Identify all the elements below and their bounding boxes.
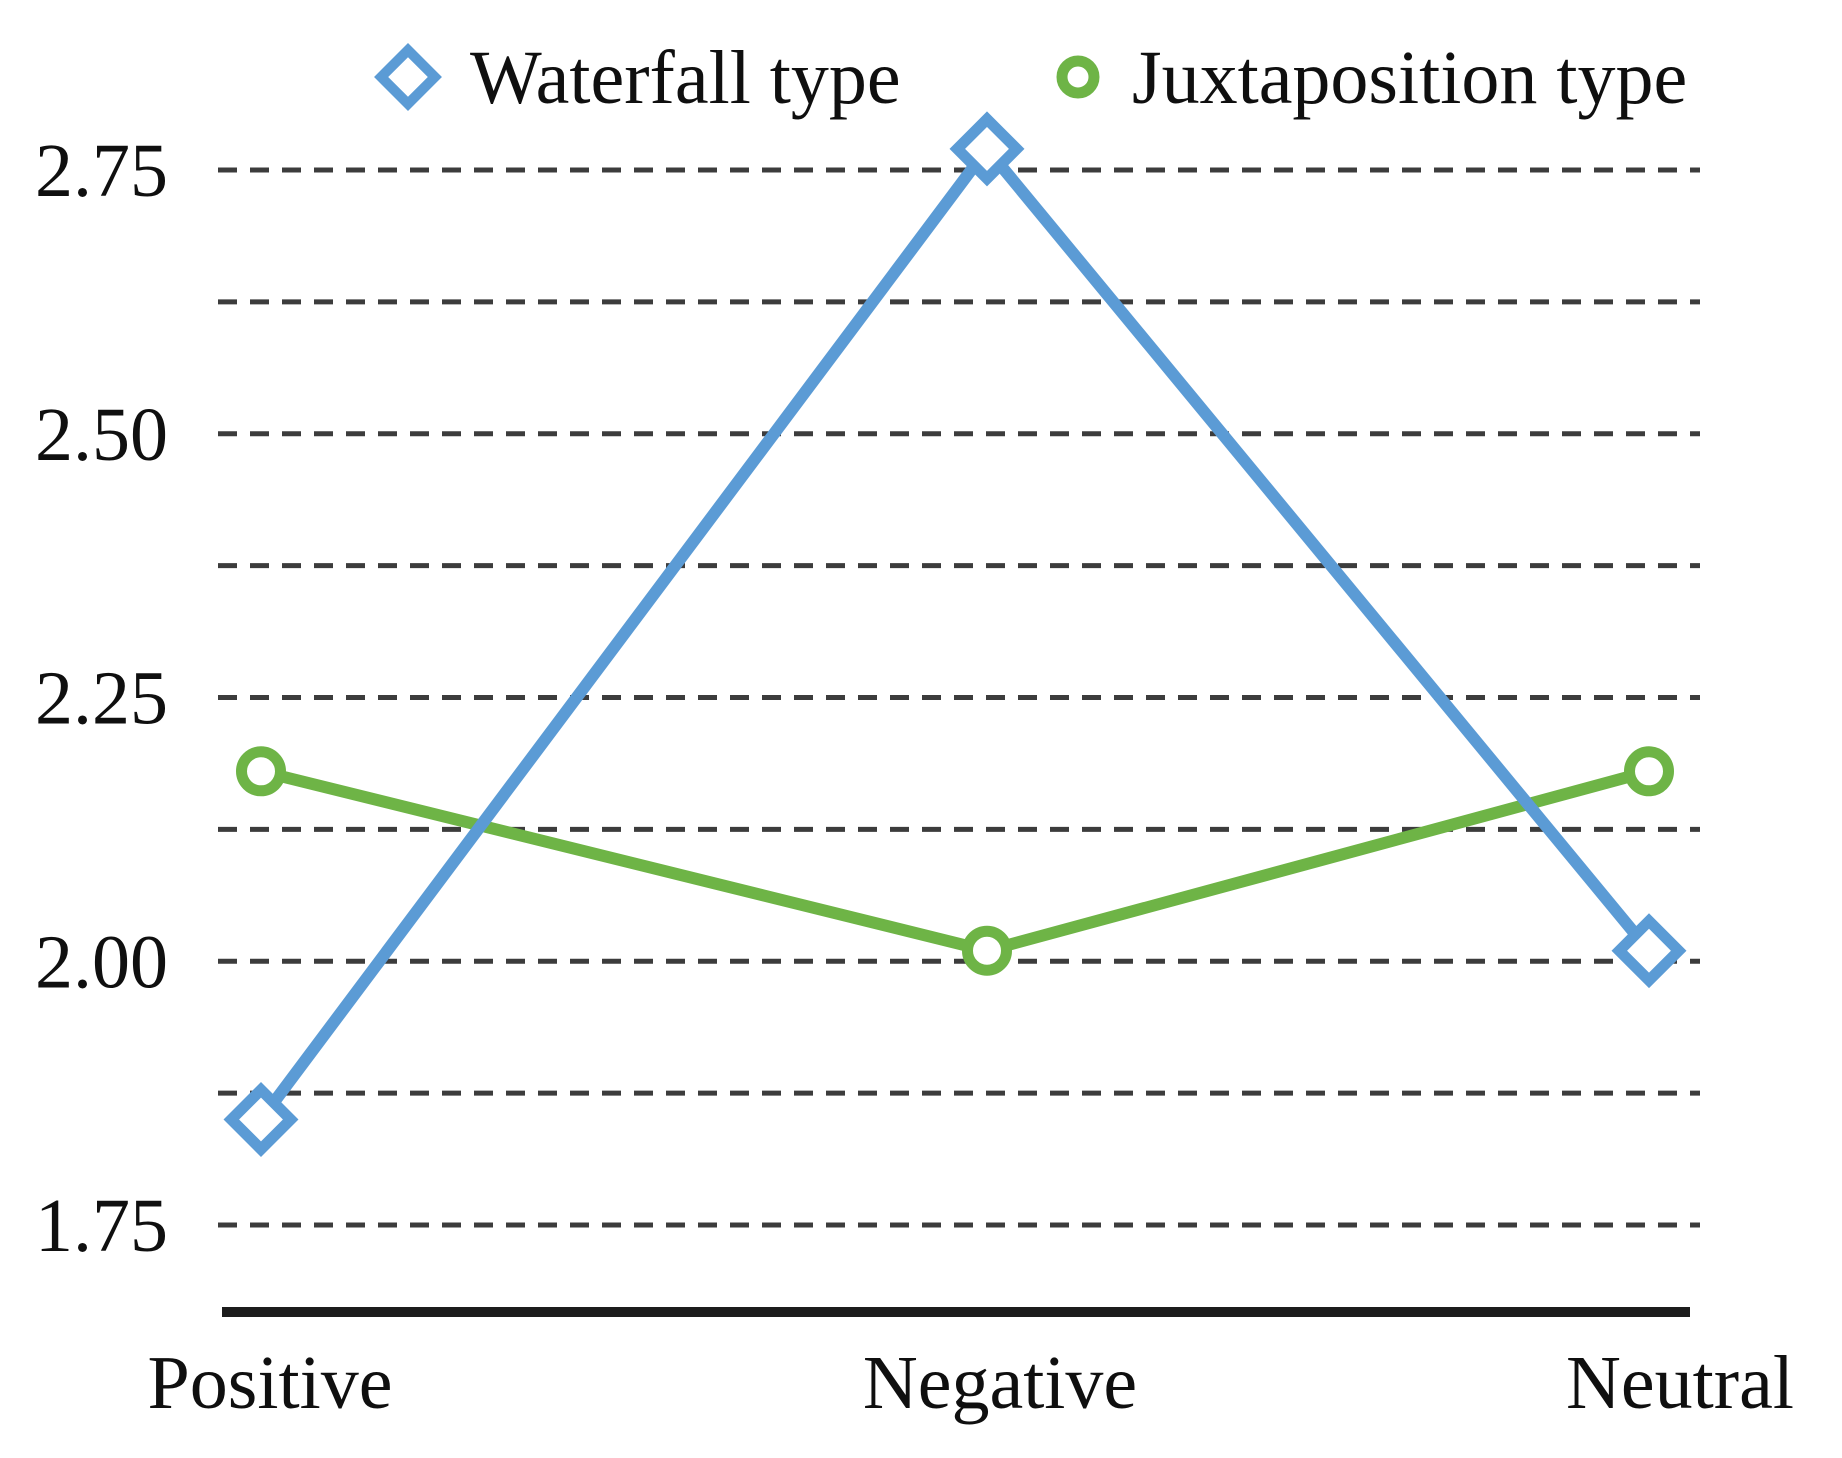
x-category-label: Negative (863, 1341, 1137, 1425)
data-point-circle-icon (236, 746, 286, 797)
y-tick-label: 2.50 (35, 393, 168, 477)
y-tick-label: 1.75 (35, 1184, 168, 1268)
y-tick-label: 2.00 (35, 920, 168, 1004)
x-category-label: Neutral (1566, 1341, 1794, 1425)
diamond-marker-icon (374, 43, 442, 111)
y-axis-labels: 2.75 2.50 2.25 2.00 1.75 (35, 129, 168, 1268)
data-point-diamond-icon (949, 111, 1025, 187)
x-axis-labels: Positive Negative Neutral (148, 1341, 1794, 1425)
series-line-waterfall (256, 139, 1654, 1124)
data-point-diamond-icon (1611, 913, 1687, 989)
gridlines (218, 167, 1700, 1228)
y-tick-label: 2.75 (35, 129, 168, 213)
y-tick-label: 2.25 (35, 657, 168, 741)
legend-label-waterfall: Waterfall type (470, 36, 901, 120)
data-point-diamond-icon (223, 1082, 299, 1157)
series-layer (223, 111, 1687, 1157)
data-point-circle-icon (1624, 746, 1674, 797)
circle-marker-icon (1056, 55, 1100, 99)
series-line-juxtaposition (259, 765, 1651, 957)
x-category-label: Positive (148, 1341, 393, 1425)
data-point-circle-icon (962, 925, 1012, 976)
legend: Waterfall type Juxtaposition type (374, 36, 1687, 120)
legend-label-juxtaposition: Juxtaposition type (1132, 36, 1687, 120)
